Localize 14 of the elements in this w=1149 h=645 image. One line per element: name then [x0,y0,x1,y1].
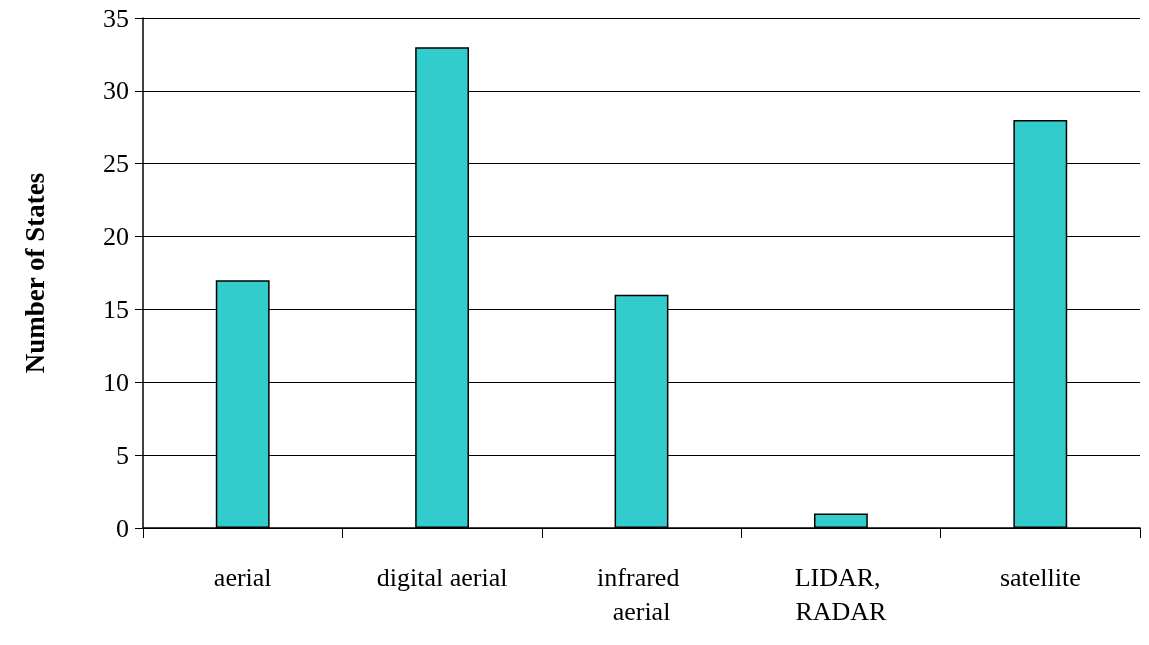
y-tick-label: 0 [116,513,129,543]
y-tick-label: 10 [103,367,129,397]
y-tick-label: 15 [103,294,129,324]
y-tick-label: 25 [103,149,129,179]
x-tick-label: digital aerial [376,562,508,592]
x-tick-label: LIDAR, RADAR [794,562,888,626]
x-tick-label: infrared aerial [597,562,686,626]
y-tick-label: 30 [103,76,129,106]
y-tick-label: 20 [103,222,129,252]
y-tick-label: 35 [103,3,129,33]
x-tick-label: satellite [999,562,1081,592]
y-tick-label: 5 [116,440,129,470]
y-axis-title: Number of States [19,172,50,374]
x-tick-label: aerial [213,562,272,592]
